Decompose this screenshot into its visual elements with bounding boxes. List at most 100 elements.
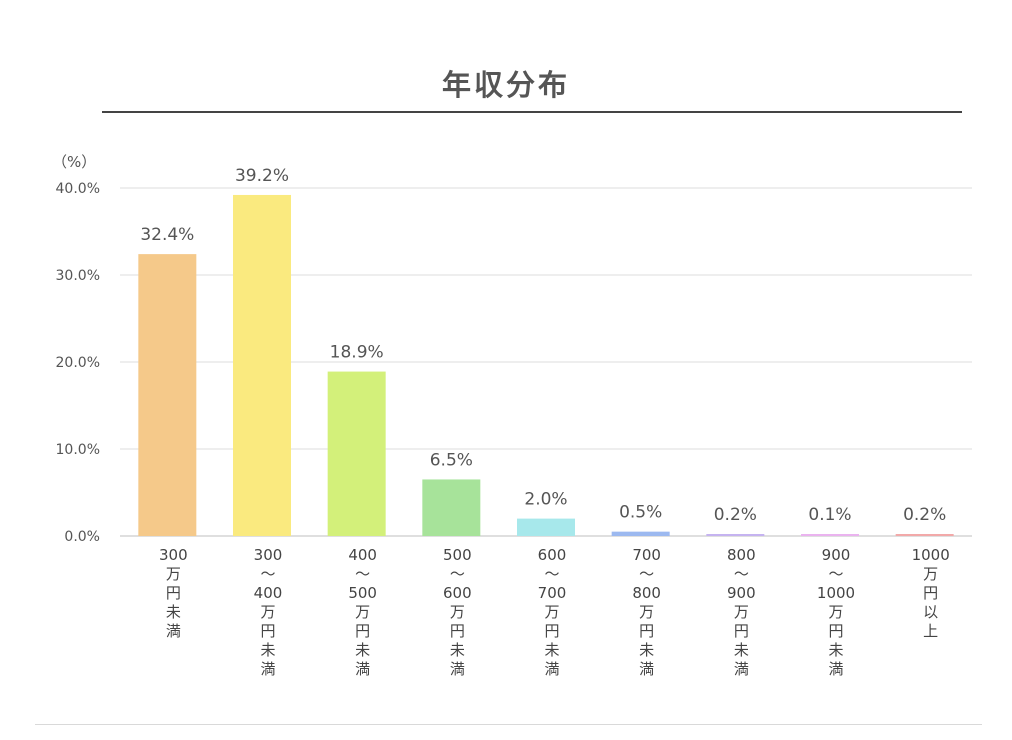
x-category-label-line: 700 — [632, 546, 661, 564]
x-category-label-line: 未 — [639, 641, 654, 659]
x-category-label-line: 〜 — [734, 565, 749, 583]
x-category-label-line: 満 — [544, 660, 559, 678]
bottom-divider — [35, 724, 982, 725]
data-label: 0.5% — [619, 503, 662, 523]
x-category-label-line: 400 — [348, 546, 377, 564]
x-category-label-line: 〜 — [828, 565, 843, 583]
x-category-label-line: 未 — [166, 603, 181, 621]
bar — [895, 534, 954, 536]
x-category-label-line: 円 — [260, 622, 275, 640]
x-category-label-line: 〜 — [639, 565, 654, 583]
x-category-label-line: 900 — [727, 584, 756, 602]
x-category-label-line: 300 — [159, 546, 188, 564]
x-category-label-line: 円 — [166, 584, 181, 602]
bar — [327, 371, 386, 536]
x-category-label-line: 〜 — [544, 565, 559, 583]
x-category-label-line: 未 — [355, 641, 370, 659]
x-category-label-line: 以 — [923, 603, 938, 621]
x-category-label-line: 万 — [355, 603, 370, 621]
x-category-label-line: 円 — [544, 622, 559, 640]
y-unit-label: （%） — [52, 153, 96, 171]
x-category-label-line: 600 — [538, 546, 567, 564]
y-tick-label: 10.0% — [56, 442, 100, 458]
data-label: 0.2% — [903, 505, 946, 525]
x-category-label-line: 〜 — [355, 565, 370, 583]
x-category-label-line: 万 — [450, 603, 465, 621]
x-category-label-line: 800 — [727, 546, 756, 564]
y-tick-label: 40.0% — [56, 181, 100, 197]
x-category-label-line: 600 — [443, 584, 472, 602]
x-category-label-line: 900 — [822, 546, 851, 564]
x-category-label-line: 500 — [348, 584, 377, 602]
x-category-label-line: 満 — [260, 660, 275, 678]
x-category-label-line: 円 — [639, 622, 654, 640]
x-category-label-line: 満 — [355, 660, 370, 678]
x-category-label-line: 未 — [450, 641, 465, 659]
data-label: 0.1% — [808, 505, 851, 525]
x-category-label-line: 万 — [544, 603, 559, 621]
x-axis: 300万円未満300〜400万円未満400〜500万円未満500〜600万円未満… — [159, 546, 950, 678]
chart-title: 年収分布 — [441, 68, 570, 102]
x-category-label-line: 未 — [828, 641, 843, 659]
x-category-label-line: 円 — [923, 584, 938, 602]
x-category-label-line: 〜 — [450, 565, 465, 583]
x-category-label-line: 800 — [632, 584, 661, 602]
x-category-label-line: 万 — [639, 603, 654, 621]
x-category-label-line: 500 — [443, 546, 472, 564]
x-category-label-line: 円 — [450, 622, 465, 640]
data-label: 0.2% — [714, 505, 757, 525]
data-label: 18.9% — [330, 343, 384, 363]
bar — [517, 518, 575, 536]
x-category-label-line: 未 — [544, 641, 559, 659]
x-category-label-line: 円 — [828, 622, 843, 640]
data-label: 2.0% — [524, 490, 567, 510]
data-labels: 32.4% 39.2% 18.9% 6.5% 2.0% 0.5% 0.2% 0.1% 0.2% — [140, 166, 946, 525]
x-category-label-line: 満 — [166, 622, 181, 640]
x-category-label-line: 万 — [166, 565, 181, 583]
data-label: 6.5% — [430, 450, 473, 470]
bar — [138, 254, 197, 536]
y-tick-label: 30.0% — [56, 268, 100, 284]
x-category-label-line: 未 — [734, 641, 749, 659]
x-category-label-line: 1000 — [817, 584, 855, 602]
x-category-label-line: 未 — [260, 641, 275, 659]
x-category-label-line: 上 — [923, 622, 938, 640]
bar — [706, 534, 765, 536]
x-category-label-line: 1000 — [912, 546, 950, 564]
y-axis: 0.0% 10.0% 20.0% 30.0% 40.0% — [56, 181, 100, 545]
x-category-label-line: 円 — [355, 622, 370, 640]
x-category-label-line: 満 — [639, 660, 654, 678]
bar — [422, 479, 481, 536]
x-category-label-line: 満 — [450, 660, 465, 678]
x-category-label-line: 円 — [734, 622, 749, 640]
data-label: 32.4% — [140, 225, 194, 245]
x-category-label-line: 〜 — [260, 565, 275, 583]
y-tick-label: 20.0% — [56, 355, 100, 371]
data-label: 39.2% — [235, 166, 289, 186]
bar — [233, 194, 291, 536]
y-tick-label: 0.0% — [64, 529, 100, 545]
bar — [611, 531, 670, 536]
x-category-label-line: 300 — [254, 546, 283, 564]
title-divider — [102, 111, 962, 113]
x-category-label-line: 満 — [828, 660, 843, 678]
bar — [801, 534, 859, 536]
x-category-label-line: 万 — [923, 565, 938, 583]
x-category-label-line: 万 — [734, 603, 749, 621]
x-category-label-line: 400 — [254, 584, 283, 602]
x-category-label-line: 万 — [260, 603, 275, 621]
x-category-label-line: 万 — [828, 603, 843, 621]
x-category-label-line: 満 — [734, 660, 749, 678]
x-category-label-line: 700 — [538, 584, 567, 602]
bars — [138, 194, 954, 536]
